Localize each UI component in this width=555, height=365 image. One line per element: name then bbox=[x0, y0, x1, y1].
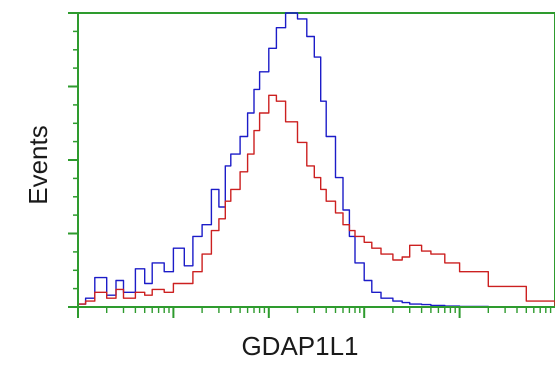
histogram-series-1 bbox=[77, 12, 555, 308]
plot-frame bbox=[77, 12, 555, 308]
y-axis-title: Events bbox=[23, 125, 53, 205]
histogram-series-2 bbox=[77, 94, 555, 307]
series-layer bbox=[77, 12, 555, 308]
x-axis-title: GDAP1L1 bbox=[241, 331, 358, 361]
